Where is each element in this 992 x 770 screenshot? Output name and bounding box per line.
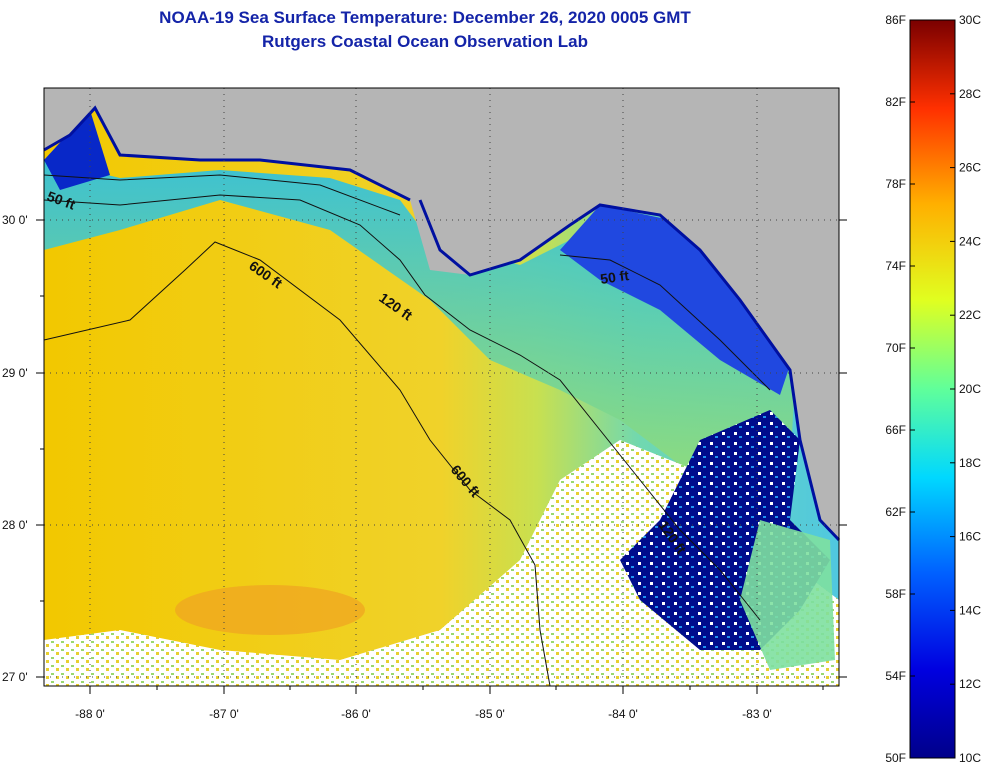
contour-50ft-east <box>559 254 771 391</box>
colorbar-label-c: 22C <box>959 308 981 322</box>
colorbar-label-f: 70F <box>885 341 906 355</box>
lon-tick-label: -87 0' <box>209 707 239 721</box>
colorbar-label-f: 82F <box>885 95 906 109</box>
lon-tick-label: -86 0' <box>341 707 371 721</box>
colorbar-label-f: 50F <box>885 751 906 765</box>
contour-label: 50 ft <box>599 267 630 287</box>
land-mass <box>44 88 839 540</box>
warm-water-patch <box>175 585 365 635</box>
colorbar-label-f: 66F <box>885 423 906 437</box>
axis-ticks <box>36 219 847 694</box>
lat-tick-label: 29 0' <box>2 366 28 380</box>
lon-tick-label: -83 0' <box>742 707 772 721</box>
lat-tick-label: 27 0' <box>2 670 28 684</box>
colorbar-label-f: 54F <box>885 669 906 683</box>
graticule <box>44 88 839 686</box>
colorbar-label-f: 58F <box>885 587 906 601</box>
longitude-labels: -88 0' -87 0' -86 0' -85 0' -84 0' -83 0… <box>75 707 772 721</box>
lat-tick-label: 28 0' <box>2 518 28 532</box>
lon-tick-label: -85 0' <box>475 707 505 721</box>
colorbar-label-c: 12C <box>959 677 981 691</box>
colorbar-label-c: 26C <box>959 161 981 175</box>
colorbar-gradient <box>909 19 956 759</box>
northern-coastline <box>43 105 411 202</box>
coastline <box>418 199 841 542</box>
tampa-shelf-water <box>740 520 835 670</box>
contour-50ft <box>43 174 401 216</box>
contour-120ft <box>43 194 761 621</box>
lat-tick-label: 30 0' <box>2 213 28 227</box>
colorbar-label-f: 78F <box>885 177 906 191</box>
mobile-bay-cold-water <box>44 110 110 190</box>
no-data-cloud-area <box>44 440 839 686</box>
colorbar-label-c: 28C <box>959 87 981 101</box>
contour-600ft <box>43 241 551 687</box>
map-title: NOAA-19 Sea Surface Temperature: Decembe… <box>159 8 691 27</box>
colorbar-label-c: 14C <box>959 603 981 617</box>
colorbar-label-c: 20C <box>959 382 981 396</box>
colorbar-label-c: 24C <box>959 234 981 248</box>
temperature-colorbar: 86F 82F 78F 74F 70F 66F 62F 58F 54F 50F 30C 28C 26C… <box>885 13 981 765</box>
colorbar-label-c: 30C <box>959 13 981 27</box>
colorbar-label-f: 74F <box>885 259 906 273</box>
colorbar-label-c: 16C <box>959 530 981 544</box>
lon-tick-label: -84 0' <box>608 707 638 721</box>
map-area: 50 ft 50 ft 120 ft 120 ft 600 ft 600 ft <box>43 87 841 687</box>
map-subtitle: Rutgers Coastal Ocean Observation Lab <box>262 32 588 51</box>
map-border <box>43 87 840 687</box>
colorbar-label-f: 86F <box>885 13 906 27</box>
lon-tick-label: -88 0' <box>75 707 105 721</box>
colorbar-label-f: 62F <box>885 505 906 519</box>
latitude-labels: 30 0' 29 0' 28 0' 27 0' <box>2 213 28 684</box>
big-bend-cold-water <box>560 205 790 395</box>
colorbar-label-c: 18C <box>959 456 981 470</box>
colorbar-label-c: 10C <box>959 751 981 765</box>
